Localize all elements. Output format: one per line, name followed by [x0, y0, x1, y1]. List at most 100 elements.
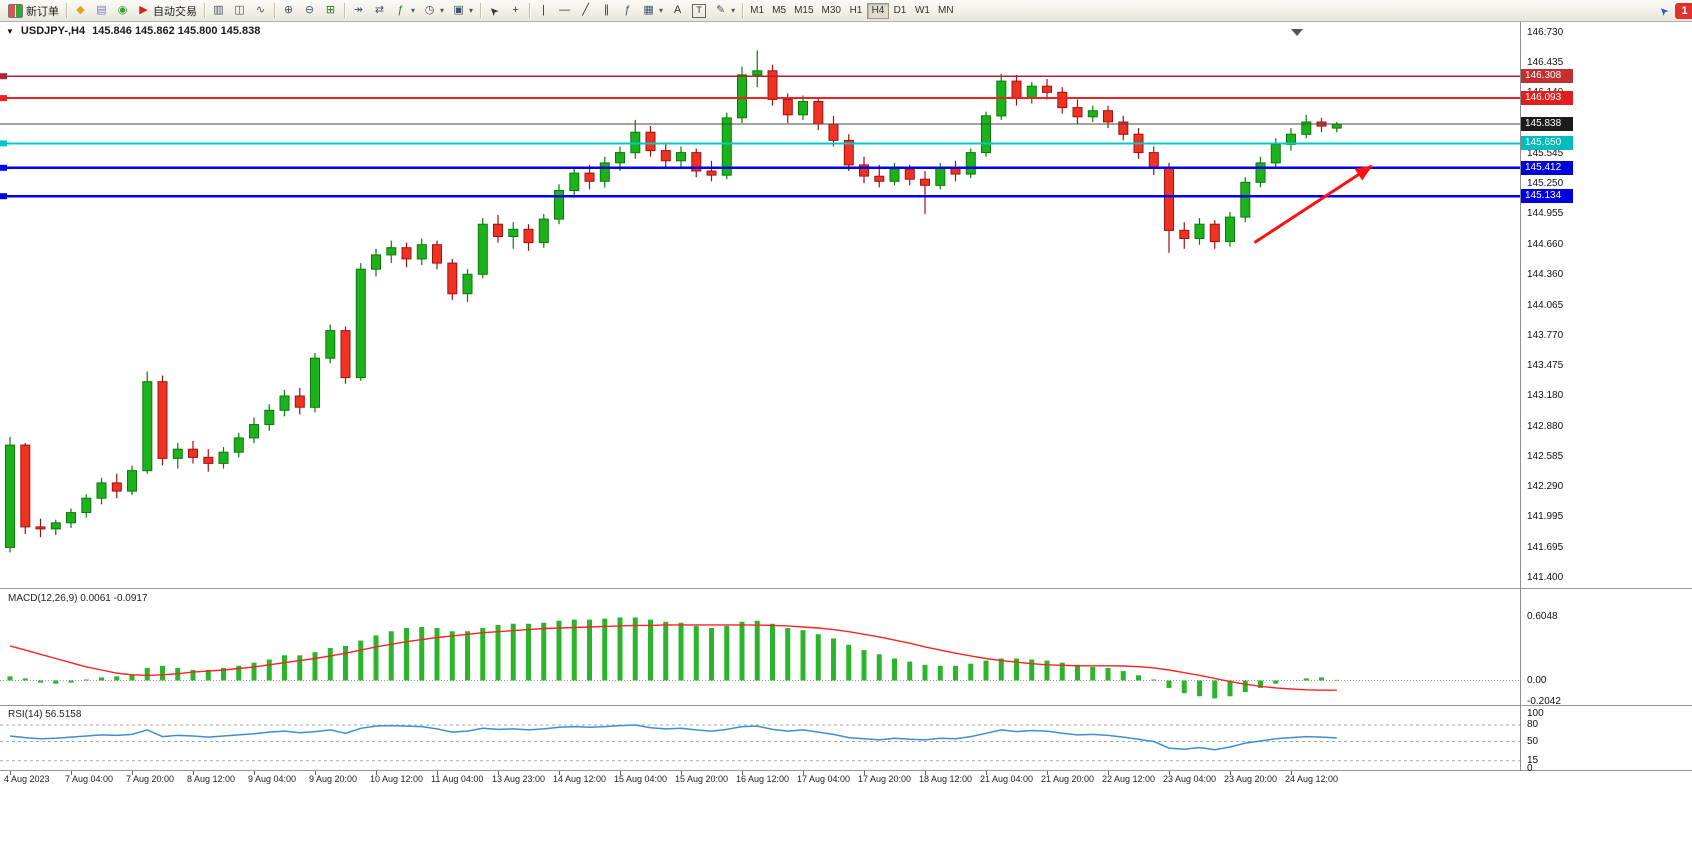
candle-body: [859, 164, 869, 177]
cursor-button[interactable]: ➤: [484, 2, 505, 19]
candle-body: [1072, 107, 1083, 118]
autotrading-button[interactable]: ▶ 自动交易: [133, 2, 201, 19]
rsi-indicator-label: RSI(14) 56.5158: [8, 709, 82, 720]
candle-body: [889, 168, 900, 182]
time-axis-tick: [681, 771, 682, 775]
candle-body: [493, 223, 503, 237]
arrows-button[interactable]: ✎ ▾: [710, 2, 739, 19]
shapes-button[interactable]: ▦ ▾: [638, 2, 667, 19]
candle-body: [279, 395, 290, 411]
time-axis-label: 8 Aug 12:00: [187, 774, 236, 784]
trendline-button[interactable]: ╱: [575, 2, 596, 19]
chart-collapse-icon[interactable]: ▼: [6, 26, 14, 36]
price-axis-label: 143.180: [1527, 390, 1564, 401]
candle-body: [813, 101, 824, 125]
chart-title: ▼ USDJPY-,H4 145.846 145.862 145.800 145…: [6, 25, 260, 37]
cursor-icon: ➤: [486, 3, 502, 19]
timeframe-m30-button[interactable]: M30: [818, 3, 845, 19]
time-axis-label: 15 Aug 04:00: [614, 774, 668, 784]
help-pointer-button[interactable]: ➤: [1654, 2, 1675, 19]
candle-body: [66, 512, 76, 524]
new-order-button[interactable]: 新订单: [4, 2, 63, 19]
timeframe-m5-button[interactable]: M5: [768, 3, 790, 19]
crosshair-button[interactable]: +: [505, 2, 526, 19]
time-axis-label: 22 Aug 12:00: [1102, 774, 1156, 784]
candle-body: [81, 497, 92, 514]
time-axis-label: 9 Aug 20:00: [309, 774, 358, 784]
zoom-out-icon: ⊖: [304, 4, 315, 16]
tile-windows-icon: ⊞: [325, 4, 336, 16]
notification-badge[interactable]: 1: [1675, 2, 1692, 19]
templates-button[interactable]: ▣ ▾: [448, 2, 477, 19]
equidistant-channel-icon: ∥: [603, 4, 610, 16]
candle-body: [584, 172, 595, 182]
bar-chart-button[interactable]: ▥: [208, 2, 229, 19]
strategy-tester-button[interactable]: ◉: [112, 2, 133, 19]
fibonacci-button[interactable]: ƒ: [617, 2, 638, 19]
candle-body: [1225, 216, 1235, 243]
chart-ohlc-readout: 145.846 145.862 145.800 145.838: [92, 25, 261, 37]
time-axis-tick: [1291, 771, 1292, 775]
candle-body: [798, 101, 808, 116]
chart-shift-marker[interactable]: [1291, 29, 1303, 36]
candle-body: [1164, 167, 1174, 231]
vertical-line-button[interactable]: |: [533, 2, 554, 19]
equidistant-channel-button[interactable]: ∥: [596, 2, 617, 19]
metaeditor-button[interactable]: ◆: [70, 2, 91, 19]
timeframe-d1-button[interactable]: D1: [889, 3, 911, 19]
toolbar-separator: [344, 3, 345, 18]
timeframe-h4-button[interactable]: H4: [866, 2, 889, 19]
trend-arrow-annotation[interactable]: [1253, 164, 1373, 244]
candle-body: [355, 268, 366, 379]
rsi-line: [9, 724, 1337, 751]
candle-body: [981, 115, 991, 154]
time-axis-label: 10 Aug 12:00: [370, 774, 424, 784]
candle-body: [1270, 144, 1281, 164]
auto-scroll-button[interactable]: ↠: [348, 2, 369, 19]
candle-body: [752, 70, 763, 76]
hline-left-anchor: [0, 193, 7, 200]
panel-separator: [0, 588, 1692, 589]
zoom-in-button[interactable]: ⊕: [278, 2, 299, 19]
price-axis-label: 146.140: [1527, 87, 1564, 98]
candle-body: [1255, 162, 1266, 183]
periods-button[interactable]: ◷ ▾: [419, 2, 448, 19]
bar-chart-icon: ▥: [213, 4, 224, 16]
timeframe-m1-button[interactable]: M1: [746, 3, 768, 19]
zoom-out-button[interactable]: ⊖: [299, 2, 320, 19]
chart-shift-button[interactable]: ⇄: [369, 2, 390, 19]
main-toolbar: 新订单 ◆ ▤ ◉ ▶ 自动交易 ▥ ◫ ∿ ⊕ ⊖ ⊞ ↠ ⇄ ƒ ▾ ◷ ▾ ▣ ▾ ➤ + | — ╱ ∥ ƒ ▦ ▾ A T ✎ ▾ M1…: [0, 0, 1692, 22]
horizontal-line-button[interactable]: —: [554, 2, 575, 19]
timeframe-h1-button[interactable]: H1: [845, 3, 867, 19]
timeframe-w1-button[interactable]: W1: [911, 3, 934, 19]
line-chart-button[interactable]: ∿: [250, 2, 271, 19]
toolbar-separator: [66, 3, 67, 18]
hline-left-anchor: [0, 95, 7, 102]
tile-windows-button[interactable]: ⊞: [320, 2, 341, 19]
text-button[interactable]: A: [667, 2, 688, 19]
new-chart-button[interactable]: ▤: [91, 2, 112, 19]
rsi-axis-label: 80: [1527, 719, 1539, 730]
timeframe-m15-button[interactable]: M15: [790, 3, 817, 19]
candlestick-chart-button[interactable]: ◫: [229, 2, 250, 19]
timeframe-mn-button[interactable]: MN: [934, 3, 958, 19]
time-axis-tick: [498, 771, 499, 775]
time-axis-label: 23 Aug 04:00: [1163, 774, 1217, 784]
candle-body: [447, 262, 458, 295]
time-axis-label: 21 Aug 20:00: [1041, 774, 1095, 784]
time-axis-tick: [437, 771, 438, 775]
candle-body: [843, 139, 854, 166]
macd-panel: [0, 617, 1520, 699]
candle-body: [538, 218, 549, 244]
candle-body: [599, 162, 610, 182]
candle-body: [1103, 110, 1113, 123]
time-axis-label: 23 Aug 20:00: [1224, 774, 1278, 784]
text-label-button[interactable]: T: [688, 2, 710, 19]
candle-body: [96, 482, 107, 499]
price-axis-border: [1520, 21, 1521, 771]
candle-body: [5, 444, 15, 548]
time-axis-tick: [803, 771, 804, 775]
indicators-button[interactable]: ƒ ▾: [390, 2, 419, 19]
candle-body: [1240, 181, 1251, 218]
candle-body: [965, 152, 976, 175]
